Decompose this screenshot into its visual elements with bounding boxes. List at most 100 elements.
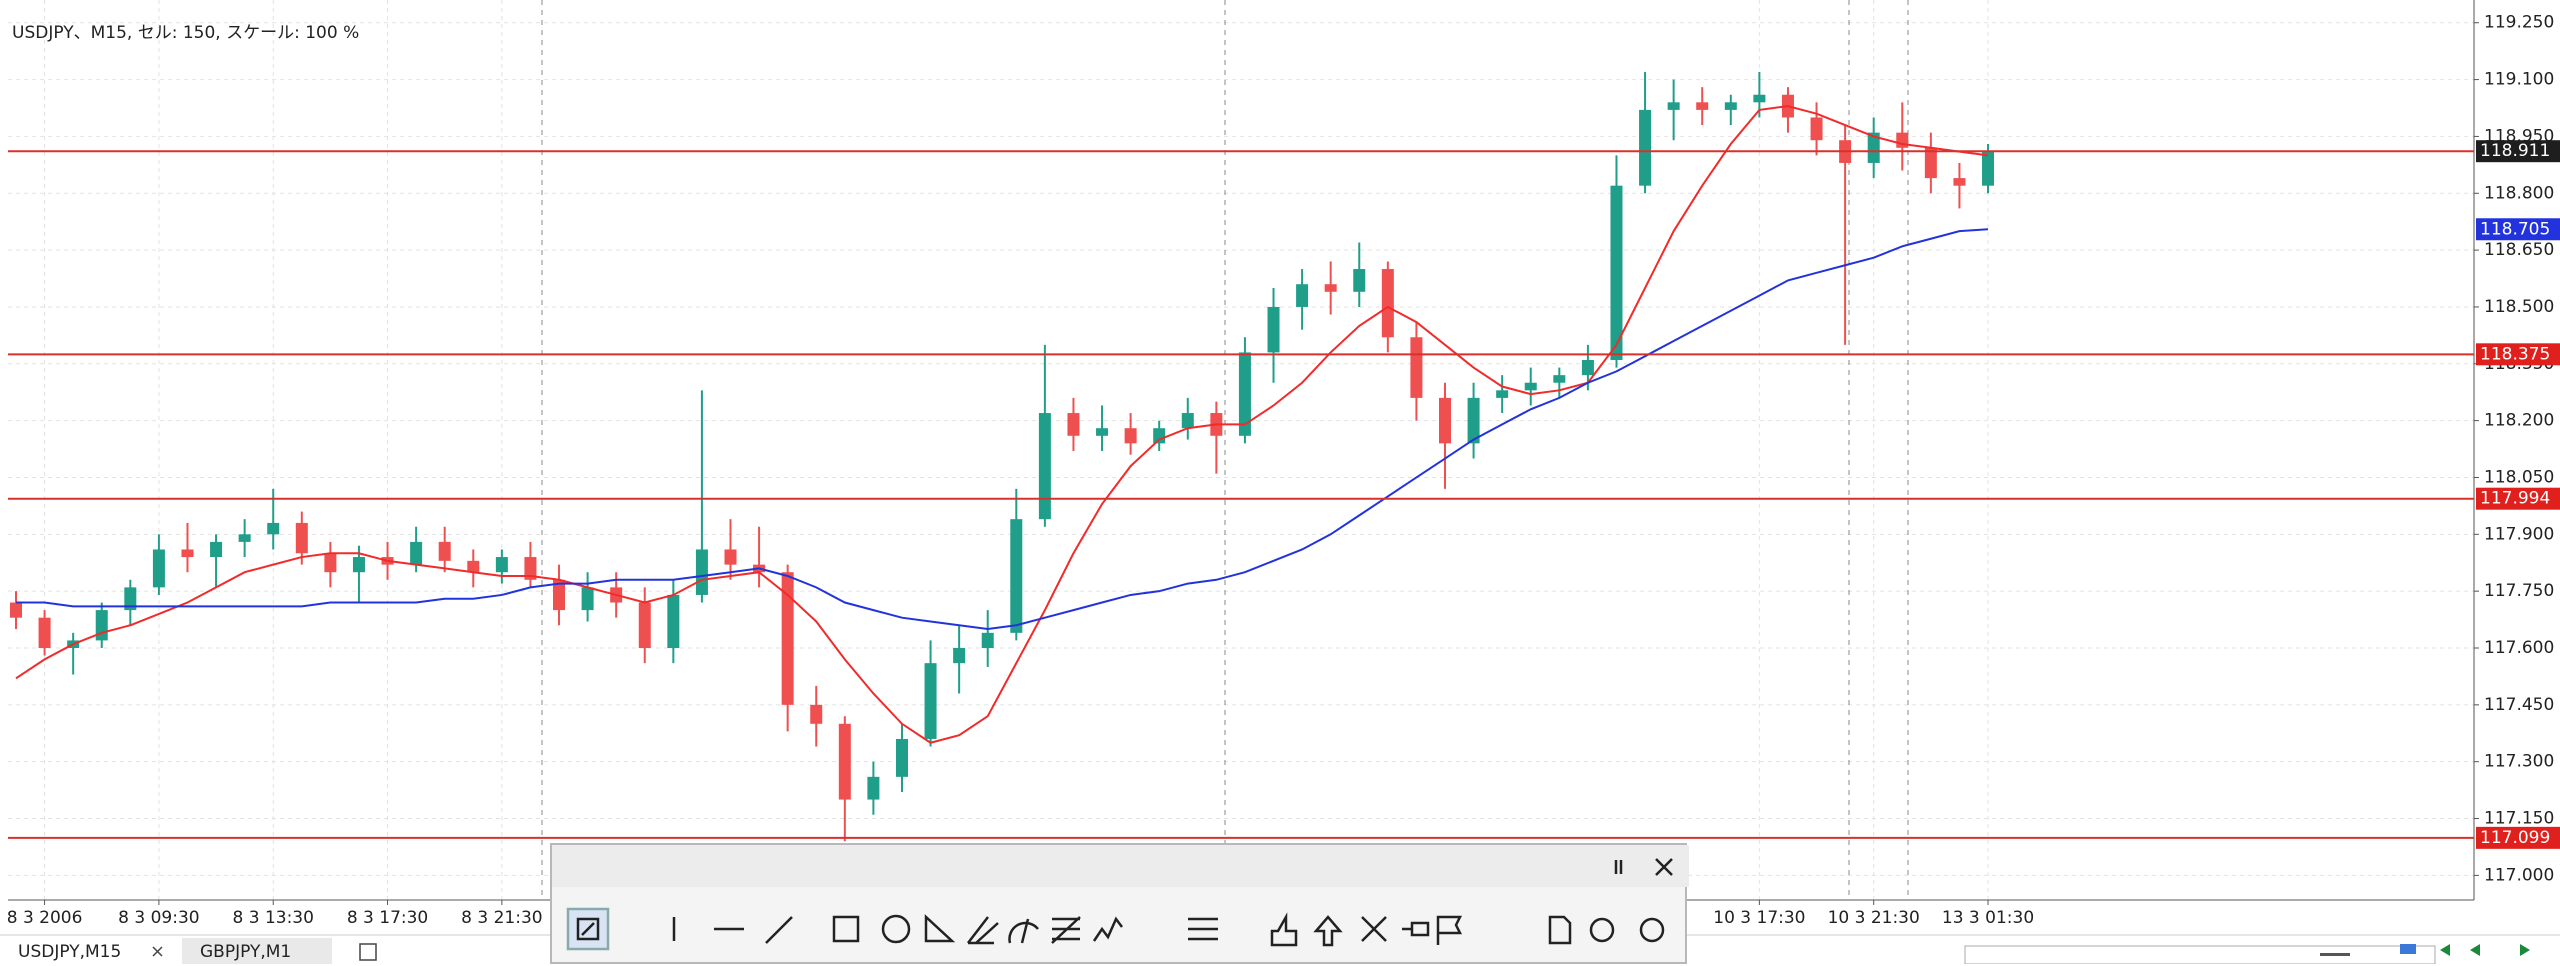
scroll-icon[interactable] [2400,944,2416,954]
scrollbar[interactable] [1964,945,2436,964]
delete-tool[interactable] [1639,917,1665,943]
candle-body [1667,102,1680,110]
y-tick-label: 117.900 [2484,524,2554,544]
candle-body [581,587,594,611]
candle-body [1696,102,1709,110]
pin-icon[interactable] [1614,860,1623,874]
candle-body [1496,390,1509,398]
candle-body [1153,428,1166,444]
x-tick-label: 10 3 21:30 [1828,908,1920,928]
candle-body [1267,306,1280,353]
x-tick-label: 8 3 09:30 [118,908,199,928]
price-label-box [2476,218,2560,241]
candle-body [352,557,365,573]
candle-body [95,610,108,641]
wave-tool[interactable] [1092,916,1123,942]
ellipse-tool[interactable] [881,914,911,944]
line-tools[interactable] [672,916,793,944]
fan-tool[interactable] [967,916,999,945]
y-tick-label: 118.650 [2484,240,2554,260]
price-label-box [2476,343,2560,366]
scroll-thumb[interactable] [2320,953,2350,956]
candle-body [1810,117,1823,141]
arc-tool[interactable] [1008,918,1039,944]
y-tick-label: 117.150 [2484,809,2554,829]
candle-body [1439,397,1451,444]
x-tick-label: 10 3 17:30 [1713,908,1805,928]
fibo-tool[interactable] [1051,916,1081,944]
candle-body [724,549,737,565]
candle-body [1610,185,1623,360]
select-icon[interactable] [576,917,600,941]
candle-body [1524,382,1537,391]
toolbar-icons [552,845,1689,951]
moving-average-line [15,105,1989,744]
candle-body [1096,428,1109,436]
thumb-tool[interactable] [1270,912,1298,947]
candle-body [1553,375,1566,383]
flag-tool[interactable] [1436,915,1463,945]
candle-body [781,572,794,705]
x-tick-label: 8 3 21:30 [461,908,542,928]
target-tool[interactable] [1589,917,1615,943]
tab-label[interactable]: USDJPY,M15 [18,942,121,962]
candle-body [524,557,537,580]
rect-tool[interactable] [832,915,860,943]
candle-body [1410,337,1423,398]
channel-tool[interactable] [1188,917,1218,941]
price-label: 118.705 [2480,219,2550,239]
nav-icons[interactable] [2440,944,2530,956]
candle-body [667,594,680,648]
y-tick-label: 118.200 [2484,411,2554,431]
candle-body [1353,269,1366,292]
candle-body [1124,428,1137,444]
candle-body [867,776,880,800]
candle-body [1982,151,1995,186]
candle-body [1038,413,1051,520]
candle-body [1753,94,1766,103]
candle-body [810,704,823,724]
new-tab-icon[interactable] [359,943,377,961]
candle-body [10,602,22,618]
y-tick-label: 117.000 [2484,865,2554,885]
candle-body [981,632,994,648]
candle-body [1924,147,1937,179]
candle-body [238,534,251,542]
candle-body [1467,397,1480,444]
triangle-tool[interactable] [924,914,956,943]
candle-body [1581,360,1594,376]
y-tick-label: 118.500 [2484,297,2554,317]
y-tick-label: 118.800 [2484,183,2554,203]
candle-body [1639,109,1652,186]
tab-close-icon[interactable] [152,946,163,957]
y-tick-label: 119.100 [2484,70,2554,90]
text-tool[interactable] [1548,915,1572,945]
y-tick-label: 117.600 [2484,638,2554,658]
candle-body [553,579,566,611]
candle-body [1724,102,1737,110]
y-tick-label: 117.300 [2484,752,2554,772]
close-icon[interactable] [1655,858,1673,876]
price-label: 118.375 [2480,344,2550,364]
toolbar-header [552,845,1689,887]
drawing-toolbar [550,843,1689,964]
x-tick-label: 8 3 17:30 [347,908,428,928]
cross-tool[interactable] [1361,916,1387,942]
candle-body [152,549,165,588]
candle-body [1181,413,1194,429]
price-label-box [2476,140,2560,163]
candle-body [267,522,280,535]
candle-body [181,549,194,558]
tab-label[interactable]: GBPJPY,M1 [200,942,291,962]
candle-body [324,553,337,573]
candle-body [295,522,308,554]
candle-body [838,723,851,800]
candle-body [1010,519,1023,633]
arrow-tool[interactable] [1313,915,1343,947]
label-tool[interactable] [1402,921,1430,937]
price-label: 117.994 [2480,489,2550,509]
tab[interactable] [182,938,332,964]
